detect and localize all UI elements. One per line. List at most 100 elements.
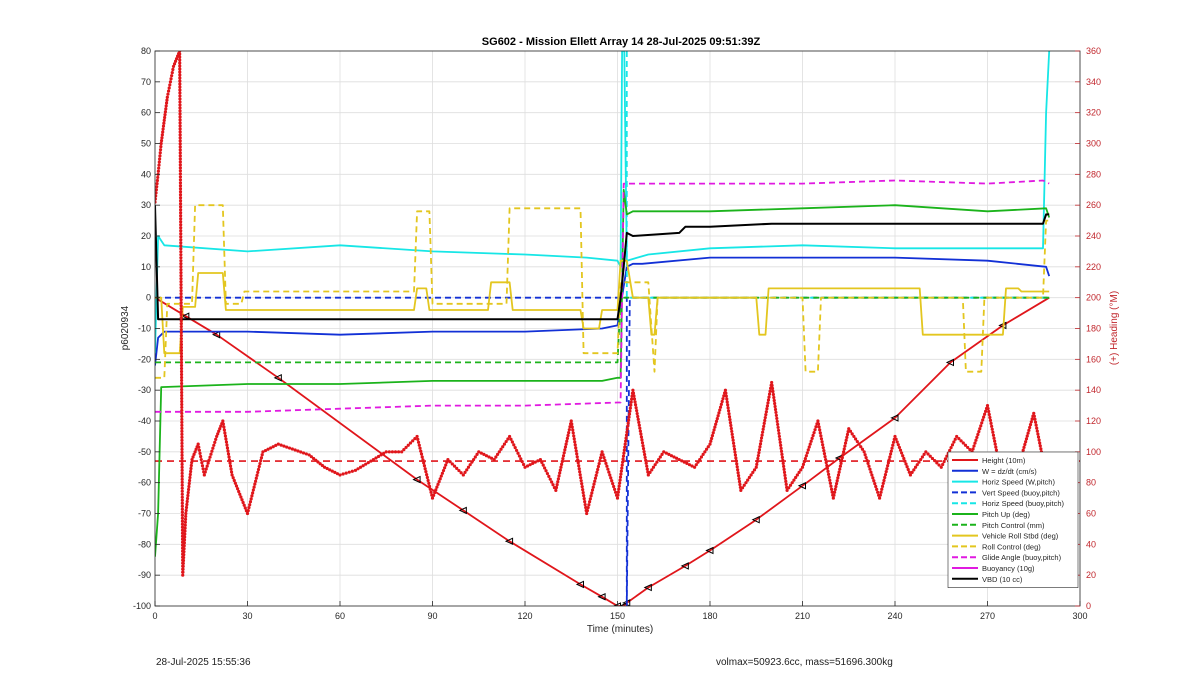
- heading-point: [816, 422, 821, 426]
- heading-point: [457, 468, 461, 473]
- heading-point: [660, 452, 664, 457]
- heading-point: [424, 470, 428, 474]
- heading-point: [566, 433, 570, 438]
- heading-point: [369, 459, 373, 463]
- heading-point: [829, 487, 834, 491]
- heading-point: [228, 464, 233, 468]
- heading-point: [179, 238, 183, 242]
- heading-point: [180, 402, 184, 407]
- heading-point: [328, 468, 332, 472]
- heading-point: [179, 309, 183, 314]
- heading-point: [166, 89, 171, 93]
- heading-point: [178, 169, 182, 173]
- heading-point: [963, 443, 968, 447]
- heading-point: [840, 458, 844, 463]
- heading-point: [468, 463, 472, 467]
- heading-point: [178, 142, 182, 146]
- heading-point: [180, 447, 184, 451]
- heading-point: [891, 440, 896, 444]
- heading-point: [299, 450, 303, 454]
- heading-point: [178, 85, 182, 89]
- heading-point: [427, 484, 432, 488]
- heading-point: [179, 348, 184, 353]
- heading-point: [719, 402, 723, 406]
- heading-point: [554, 488, 558, 492]
- heading-point: [590, 488, 595, 492]
- heading-point: [725, 400, 729, 404]
- heading-point: [182, 553, 186, 557]
- heading-point: [241, 500, 245, 505]
- heading-point: [640, 438, 644, 442]
- heading-point: [160, 133, 164, 137]
- heading-point: [762, 421, 766, 425]
- x-tick-label: 180: [702, 611, 717, 621]
- heading-point: [178, 109, 182, 113]
- heading-point: [224, 437, 228, 441]
- heading-point: [178, 184, 183, 188]
- x-axis-label: Time (minutes): [587, 624, 653, 635]
- heading-point: [922, 452, 926, 457]
- heading-point: [178, 163, 182, 167]
- heading-point: [179, 339, 183, 344]
- heading-point: [627, 415, 631, 419]
- heading-point: [249, 497, 253, 501]
- heading-point: [604, 461, 608, 465]
- heading-point: [790, 481, 794, 485]
- heading-point: [179, 298, 183, 302]
- heading-point: [180, 522, 185, 526]
- heading-point: [830, 490, 834, 494]
- heading-point: [579, 476, 583, 480]
- heading-point: [235, 487, 240, 491]
- heading-point: [757, 448, 762, 452]
- heading-point: [184, 505, 189, 510]
- heading-point: [396, 450, 401, 454]
- heading-point: [179, 271, 183, 275]
- heading-point: [959, 439, 963, 443]
- heading-point: [845, 432, 850, 437]
- heading-point: [726, 409, 731, 413]
- heading-point: [1030, 417, 1034, 421]
- heading-point: [186, 490, 190, 495]
- heading-point: [900, 451, 904, 455]
- heading-point: [736, 474, 741, 478]
- heading-point: [180, 390, 184, 395]
- heading-point: [155, 185, 159, 189]
- heading-point: [228, 461, 232, 465]
- heading-point: [180, 462, 184, 466]
- heading-point: [211, 446, 215, 450]
- heading-point: [766, 401, 770, 405]
- heading-point: [879, 490, 883, 494]
- heading-point: [875, 487, 879, 492]
- heading-point: [178, 190, 183, 194]
- heading-point: [642, 449, 646, 454]
- heading-point: [199, 457, 203, 462]
- heading-point: [475, 452, 479, 457]
- heading-point: [179, 321, 183, 326]
- heading-point: [311, 456, 316, 461]
- heading-point: [178, 124, 182, 128]
- heading-point: [981, 418, 985, 422]
- heading-point: [513, 446, 517, 450]
- heading-point: [883, 475, 887, 480]
- heading-point: [571, 431, 575, 435]
- height-marker: [412, 475, 421, 484]
- heading-point: [884, 470, 888, 474]
- heading-point: [968, 448, 972, 452]
- heading-point: [822, 449, 826, 453]
- heading-point: [731, 435, 735, 439]
- series-glide-angle-buoy-pitch: [155, 179, 1050, 413]
- heading-point: [782, 467, 786, 471]
- heading-point: [554, 485, 559, 490]
- heading-point: [180, 399, 184, 404]
- heading-point: [975, 435, 979, 439]
- heading-point: [860, 447, 865, 451]
- heading-point: [723, 388, 728, 392]
- heading-point: [726, 403, 730, 407]
- heading-point: [726, 406, 730, 410]
- heading-point: [563, 445, 568, 449]
- heading-point: [819, 434, 823, 438]
- heading-point: [696, 460, 700, 464]
- heading-point: [441, 468, 446, 473]
- heading-point: [214, 437, 218, 441]
